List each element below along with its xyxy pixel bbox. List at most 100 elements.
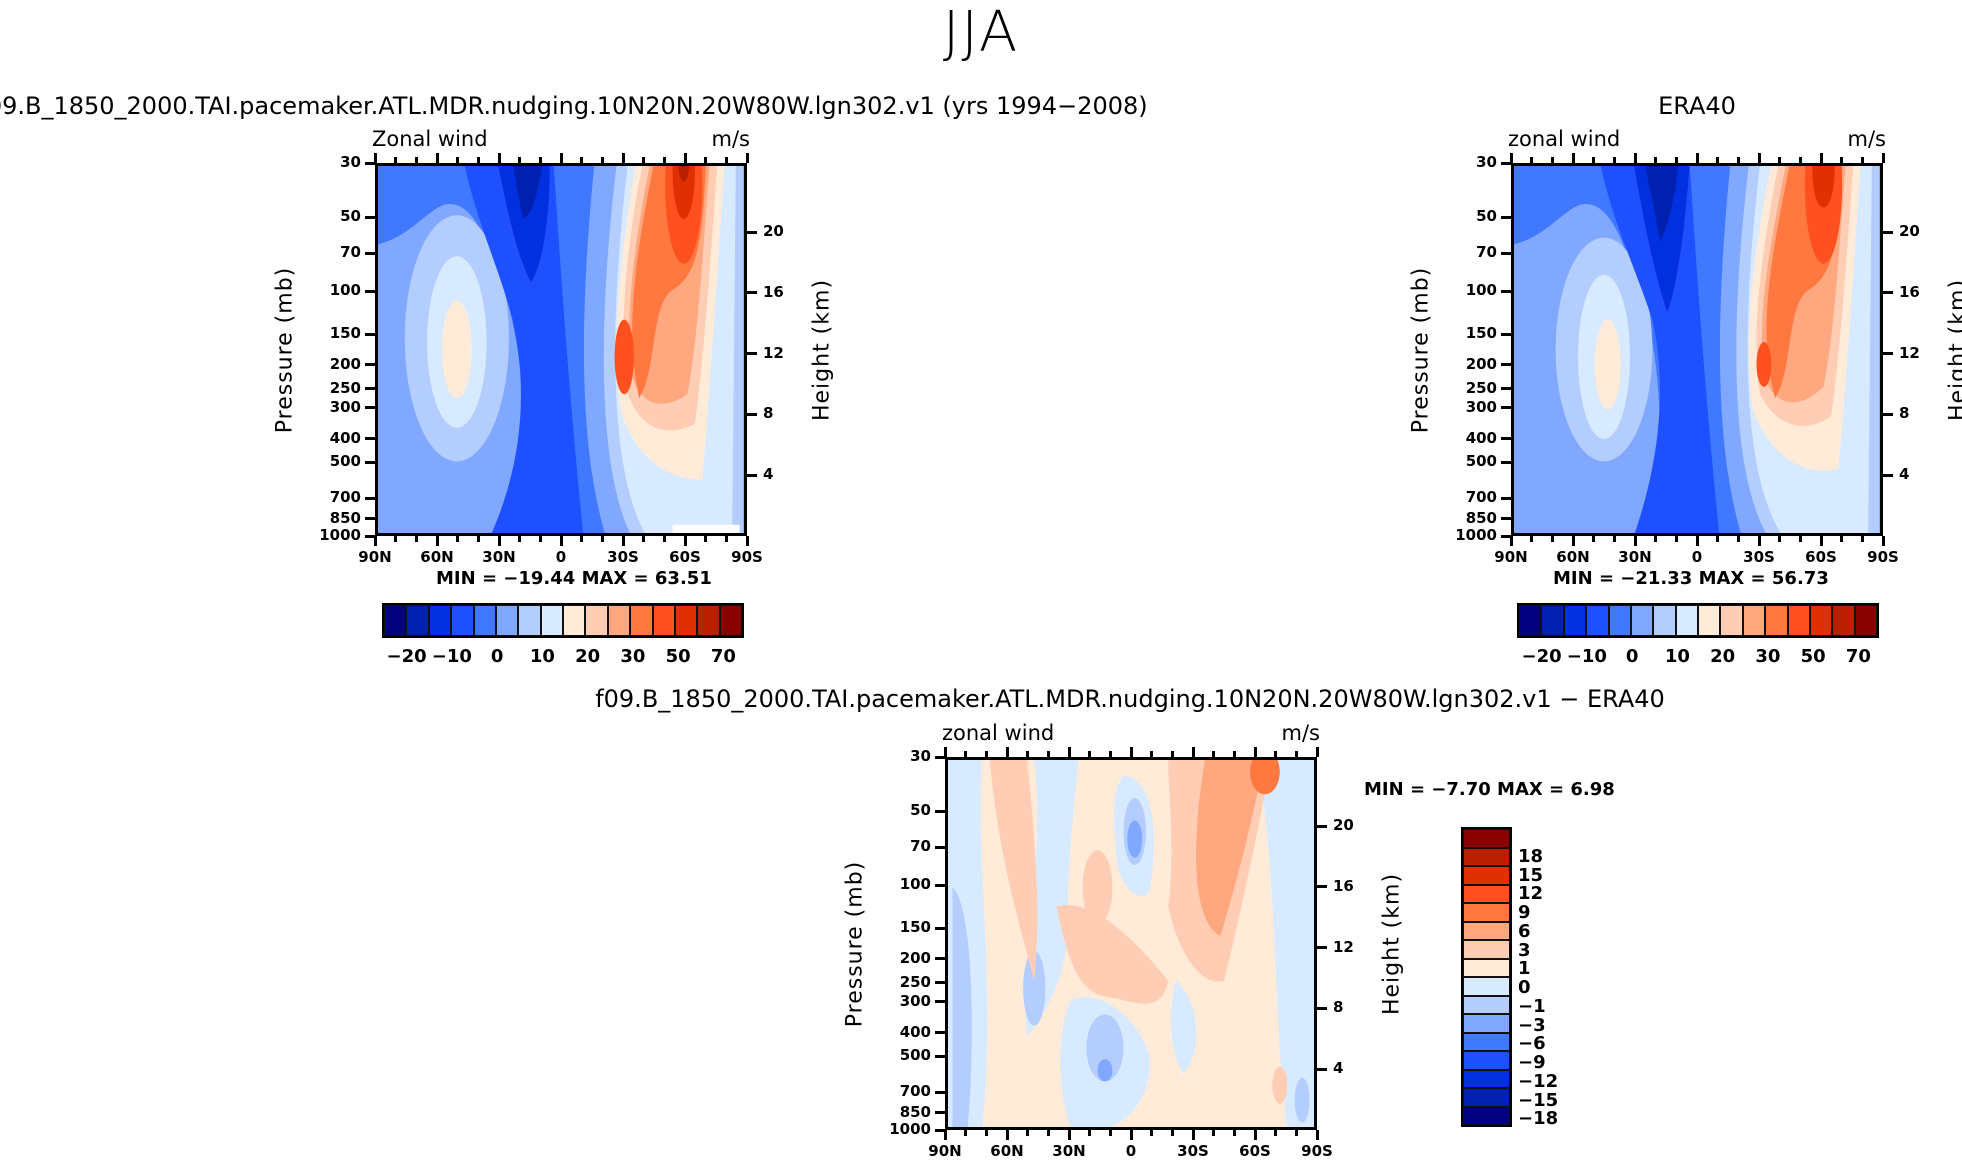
x-tick xyxy=(1819,536,1823,546)
x-tick-top xyxy=(600,157,604,163)
colorbar-label: 70 xyxy=(1845,646,1871,667)
pressure-tick xyxy=(365,161,375,165)
x-tick-top xyxy=(1212,751,1216,757)
x-tick xyxy=(1253,1130,1257,1140)
height-tick xyxy=(1317,885,1327,889)
x-tick xyxy=(1232,1130,1236,1136)
plot-title-difference: f09.B_1850_2000.TAI.pacemaker.ATL.MDR.nu… xyxy=(595,685,1665,713)
colorbar-label: 6 xyxy=(1518,920,1531,942)
x-tick xyxy=(538,536,542,542)
x-tick-top xyxy=(1654,157,1658,163)
colorbar-box xyxy=(1463,1106,1510,1125)
colorbar-box xyxy=(1463,958,1510,977)
pressure-tick-label: 100 xyxy=(329,281,361,300)
min-max-difference: MIN = −7.70 MAX = 6.98 xyxy=(1364,779,1615,800)
contour-band xyxy=(441,301,472,398)
pressure-tick-label: 150 xyxy=(1465,324,1497,343)
pressure-tick-label: 700 xyxy=(329,488,361,507)
colorbar-label: −10 xyxy=(1566,646,1607,667)
colorbar-box xyxy=(1463,1032,1510,1051)
x-tick xyxy=(1674,536,1678,542)
pressure-tick xyxy=(365,363,375,367)
height-tick-label: 4 xyxy=(1333,1059,1344,1078)
pressure-tick xyxy=(935,957,945,961)
x-tick-top xyxy=(1170,751,1174,757)
x-tick xyxy=(621,536,625,546)
x-tick-top xyxy=(1819,153,1823,163)
colorbar-box xyxy=(1854,605,1877,636)
pressure-tick xyxy=(1501,437,1511,441)
pressure-tick-label: 500 xyxy=(1465,452,1497,471)
colorbar-label: 18 xyxy=(1518,845,1544,867)
x-tick-top xyxy=(476,157,480,163)
x-tick-label: 60S xyxy=(1805,548,1837,566)
contour-band xyxy=(952,887,972,1130)
contour-band xyxy=(989,757,1038,981)
x-tick-top xyxy=(662,157,666,163)
height-tick-label: 12 xyxy=(763,343,784,362)
x-tick xyxy=(497,536,501,546)
x-tick xyxy=(435,536,439,546)
x-tick-top xyxy=(1046,751,1050,757)
x-tick-label: 60N xyxy=(990,1142,1024,1160)
pressure-tick xyxy=(1501,215,1511,219)
colorbar-box xyxy=(1809,605,1833,636)
x-tick xyxy=(984,1130,988,1136)
x-tick-label: 90N xyxy=(1494,548,1528,566)
height-tick xyxy=(1883,291,1893,295)
x-tick xyxy=(1150,1130,1154,1136)
x-tick-label: 0 xyxy=(1691,548,1703,566)
pressure-tick-label: 70 xyxy=(1476,243,1497,262)
x-tick-top xyxy=(394,157,398,163)
y-axis-label-height: Height (km) xyxy=(1945,278,1962,421)
x-tick-top xyxy=(435,153,439,163)
contour-plot-model: 90N 60N 30N 0 30S 60S 90S 30 50 70 100 150 200 250 300… xyxy=(273,127,835,565)
colorbar-label: 12 xyxy=(1518,883,1544,905)
x-tick-top xyxy=(1798,157,1802,163)
pressure-tick xyxy=(935,883,945,887)
pressure-tick xyxy=(935,1090,945,1094)
x-tick xyxy=(662,536,666,542)
pressure-tick xyxy=(1501,363,1511,367)
pressure-tick-label: 30 xyxy=(340,153,361,171)
colorbar-box xyxy=(1463,1088,1510,1107)
x-tick xyxy=(1046,1130,1050,1136)
colorbar-label: 0 xyxy=(490,646,504,667)
x-tick xyxy=(1530,536,1534,542)
x-tick-label: 90S xyxy=(1301,1142,1333,1160)
min-max-era40: MIN = −21.33 MAX = 56.73 xyxy=(1553,568,1829,589)
x-tick-top xyxy=(1736,157,1740,163)
x-tick-top xyxy=(1571,153,1575,163)
x-tick-label: 30N xyxy=(1052,1142,1086,1160)
contour-band xyxy=(1644,163,1679,242)
pressure-tick-label: 300 xyxy=(1465,397,1497,416)
x-tick xyxy=(456,536,460,542)
pressure-tick xyxy=(935,1111,945,1115)
x-tick-top xyxy=(1005,747,1009,757)
x-tick xyxy=(1736,536,1740,542)
colorbar-label: 50 xyxy=(1800,646,1826,667)
x-tick-top xyxy=(414,157,418,163)
x-tick-top xyxy=(1840,157,1844,163)
pressure-tick xyxy=(935,755,945,759)
colorbar-label: 30 xyxy=(1755,646,1781,667)
pressure-tick-label: 400 xyxy=(1465,428,1497,447)
colorbar-box xyxy=(630,605,653,636)
x-tick-label: 60S xyxy=(1239,1142,1271,1160)
pressure-tick xyxy=(1501,406,1511,410)
colorbar-label: −10 xyxy=(431,646,472,667)
x-tick xyxy=(704,536,708,542)
x-tick-top xyxy=(1695,153,1699,163)
colorbar-label: −18 xyxy=(1518,1108,1559,1130)
pressure-tick xyxy=(1501,460,1511,464)
colorbar-box xyxy=(1463,847,1510,866)
contour-band xyxy=(1170,980,1197,1075)
x-tick-top xyxy=(683,153,687,163)
pressure-tick xyxy=(1501,387,1511,391)
x-tick-label: 60N xyxy=(420,548,454,566)
height-tick xyxy=(1317,1006,1327,1010)
pressure-tick xyxy=(935,926,945,930)
x-tick-top xyxy=(1232,751,1236,757)
x-tick-label: 60N xyxy=(1556,548,1590,566)
colorbar-box xyxy=(1463,995,1510,1014)
